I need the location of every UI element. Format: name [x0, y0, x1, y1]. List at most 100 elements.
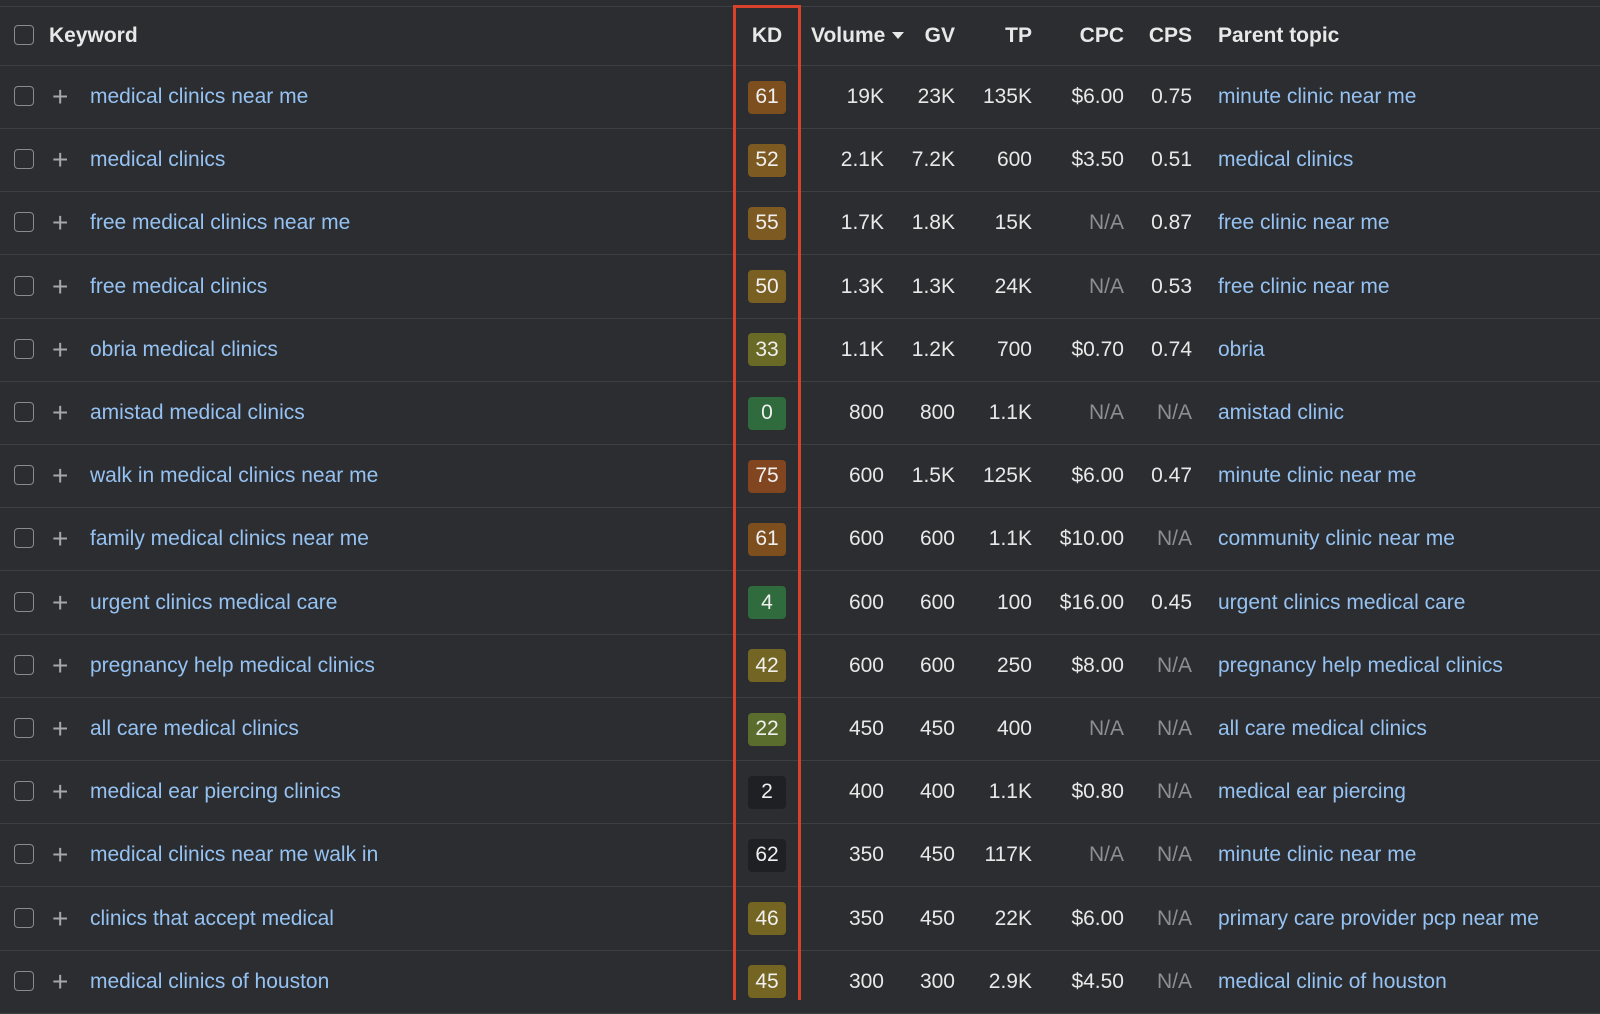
gv-cell: 1.5K: [911, 464, 955, 488]
keyword-link[interactable]: all care medical clinics: [90, 717, 299, 740]
keyword-link[interactable]: obria medical clinics: [90, 337, 278, 361]
header-cps[interactable]: CPS: [1148, 23, 1192, 47]
gv-cell: 23K: [917, 85, 955, 108]
parent-topic-link[interactable]: all care medical clinics: [1218, 717, 1427, 740]
row-checkbox[interactable]: [14, 149, 34, 170]
volume-cell: 450: [848, 717, 884, 740]
header-parent-topic[interactable]: Parent topic: [1218, 23, 1340, 47]
keyword-link[interactable]: walk in medical clinics near me: [90, 464, 379, 488]
row-checkbox[interactable]: [14, 338, 34, 359]
cpc-cell: $8.00: [1071, 653, 1124, 677]
keyword-link[interactable]: medical clinics near me: [90, 85, 309, 108]
gv-cell: 300: [919, 969, 955, 993]
tp-cell: 24K: [994, 274, 1032, 298]
parent-topic-link[interactable]: free clinic near me: [1218, 274, 1390, 298]
cpc-cell: $10.00: [1059, 527, 1124, 551]
row-checkbox[interactable]: [14, 654, 34, 675]
row-checkbox[interactable]: [14, 528, 34, 549]
volume-cell: 600: [848, 464, 884, 488]
table-row: + amistad medical clinics 0 800 800 1.1K…: [0, 382, 1600, 445]
parent-topic-link[interactable]: medical clinics: [1218, 148, 1354, 172]
parent-topic-link[interactable]: minute clinic near me: [1218, 464, 1417, 488]
parent-topic-link[interactable]: community clinic near me: [1218, 527, 1455, 551]
plus-icon[interactable]: +: [52, 270, 69, 302]
parent-topic-link[interactable]: medical ear piercing: [1218, 780, 1406, 804]
tp-cell: 100: [996, 590, 1032, 614]
parent-topic-link[interactable]: obria: [1218, 337, 1265, 361]
row-checkbox[interactable]: [14, 402, 34, 422]
parent-topic-link[interactable]: minute clinic near me: [1218, 85, 1417, 108]
keyword-link[interactable]: free medical clinics: [90, 274, 268, 298]
keyword-link[interactable]: medical clinics of houston: [90, 969, 330, 993]
keyword-link[interactable]: free medical clinics near me: [90, 211, 351, 235]
parent-topic-link[interactable]: amistad clinic: [1218, 401, 1345, 424]
kd-badge: 61: [748, 80, 786, 114]
plus-icon[interactable]: +: [52, 397, 69, 428]
row-checkbox[interactable]: [14, 718, 34, 738]
plus-icon[interactable]: +: [52, 207, 69, 239]
header-tp[interactable]: TP: [1005, 23, 1032, 47]
keyword-link[interactable]: urgent clinics medical care: [90, 590, 338, 614]
row-checkbox[interactable]: [14, 844, 34, 865]
row-checkbox[interactable]: [14, 970, 34, 991]
gv-cell: 450: [919, 906, 955, 930]
kd-badge: 45: [748, 965, 786, 999]
keyword-link[interactable]: family medical clinics near me: [90, 527, 369, 551]
row-checkbox[interactable]: [14, 781, 34, 802]
parent-topic-link[interactable]: pregnancy help medical clinics: [1218, 653, 1503, 677]
cps-cell: 0.45: [1151, 590, 1192, 614]
keyword-link[interactable]: medical clinics near me walk in: [90, 843, 379, 867]
table-row: + all care medical clinics 22 450 450 40…: [0, 698, 1600, 761]
row-checkbox[interactable]: [14, 275, 34, 296]
cps-cell: N/A: [1156, 401, 1192, 424]
plus-icon[interactable]: +: [52, 902, 69, 934]
plus-icon[interactable]: +: [52, 965, 69, 997]
plus-icon[interactable]: +: [52, 144, 69, 176]
parent-topic-link[interactable]: primary care provider pcp near me: [1218, 906, 1539, 930]
keyword-link[interactable]: pregnancy help medical clinics: [90, 653, 375, 677]
header-keyword[interactable]: Keyword: [49, 23, 138, 47]
plus-icon[interactable]: +: [52, 81, 69, 112]
parent-topic-link[interactable]: minute clinic near me: [1218, 843, 1417, 867]
keyword-link[interactable]: medical clinics: [90, 148, 226, 172]
gv-cell: 450: [919, 843, 955, 867]
plus-icon[interactable]: +: [52, 333, 69, 365]
row-checkbox[interactable]: [14, 591, 34, 612]
keyword-link[interactable]: amistad medical clinics: [90, 401, 305, 424]
volume-cell: 600: [848, 590, 884, 614]
header-kd[interactable]: KD: [751, 23, 783, 47]
parent-topic-link[interactable]: free clinic near me: [1218, 211, 1390, 235]
row-checkbox[interactable]: [14, 907, 34, 928]
cps-cell: N/A: [1156, 653, 1192, 677]
row-checkbox[interactable]: [14, 86, 34, 106]
header-cpc[interactable]: CPC: [1079, 23, 1124, 47]
kd-cell: 52: [748, 129, 786, 191]
cps-cell: N/A: [1156, 527, 1192, 551]
volume-cell: 350: [848, 843, 884, 867]
row-checkbox[interactable]: [14, 465, 34, 486]
row-checkbox[interactable]: [14, 212, 34, 233]
kd-badge: 0: [748, 396, 786, 430]
plus-icon[interactable]: +: [52, 586, 69, 618]
parent-topic-link[interactable]: medical clinic of houston: [1218, 969, 1447, 993]
plus-icon[interactable]: +: [52, 839, 69, 871]
cps-cell: N/A: [1156, 969, 1192, 993]
cps-cell: 0.75: [1151, 85, 1192, 108]
kd-cell: 2: [748, 761, 786, 823]
kd-cell: 33: [748, 319, 786, 381]
plus-icon[interactable]: +: [52, 523, 69, 555]
table-row: + clinics that accept medical 46 350 450…: [0, 888, 1600, 951]
plus-icon[interactable]: +: [52, 776, 69, 808]
header-gv[interactable]: GV: [924, 23, 955, 47]
parent-topic-link[interactable]: urgent clinics medical care: [1218, 590, 1466, 614]
plus-icon[interactable]: +: [52, 713, 69, 744]
keyword-link[interactable]: clinics that accept medical: [90, 906, 334, 930]
plus-icon[interactable]: +: [52, 460, 69, 492]
table-row: + pregnancy help medical clinics 42 600 …: [0, 635, 1600, 698]
keyword-link[interactable]: medical ear piercing clinics: [90, 780, 341, 804]
plus-icon[interactable]: +: [52, 649, 69, 681]
cpc-cell: N/A: [1088, 274, 1124, 298]
select-all-checkbox[interactable]: [14, 24, 34, 45]
header-volume[interactable]: Volume: [811, 6, 905, 65]
tp-cell: 125K: [982, 464, 1032, 488]
